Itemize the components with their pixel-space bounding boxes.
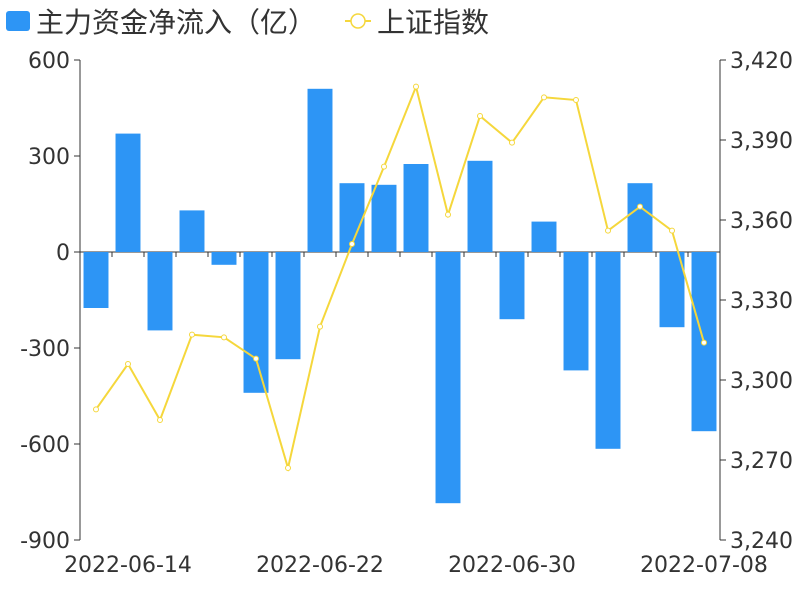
index-point bbox=[701, 339, 707, 346]
right-tick-label: 3,240 bbox=[730, 529, 793, 554]
left-tick-label: 600 bbox=[28, 49, 70, 74]
left-tick-label: 0 bbox=[56, 241, 70, 266]
x-tick-label: 2022-06-14 bbox=[64, 553, 192, 578]
bar bbox=[275, 252, 301, 360]
index-line bbox=[95, 83, 705, 472]
index-point bbox=[349, 241, 355, 247]
bar bbox=[627, 183, 653, 252]
index-point bbox=[541, 94, 547, 101]
bar bbox=[403, 164, 429, 252]
bar bbox=[499, 252, 525, 320]
index-point bbox=[669, 227, 675, 234]
index-point bbox=[125, 361, 131, 367]
left-tick-label: 300 bbox=[28, 145, 70, 170]
index-point bbox=[637, 203, 643, 210]
legend-marker-line bbox=[350, 13, 366, 29]
bar bbox=[115, 133, 141, 252]
index-point bbox=[285, 465, 291, 471]
bar bbox=[339, 183, 365, 252]
index-point bbox=[221, 334, 227, 341]
right-tick-label: 3,360 bbox=[730, 209, 793, 234]
x-tick-label: 2022-06-22 bbox=[256, 553, 384, 578]
bar bbox=[179, 210, 205, 252]
bar bbox=[563, 252, 589, 371]
index-point bbox=[317, 323, 323, 330]
left-tick-label: -900 bbox=[20, 529, 70, 554]
bar bbox=[83, 252, 109, 308]
index-point bbox=[157, 417, 163, 423]
index-point bbox=[477, 113, 483, 119]
right-tick-label: 3,390 bbox=[730, 129, 793, 154]
bar bbox=[371, 184, 397, 252]
right-tick-label: 3,270 bbox=[730, 449, 793, 474]
bar bbox=[467, 160, 493, 252]
index-point bbox=[253, 355, 259, 362]
legend-label-bar: 主力资金净流入（亿） bbox=[36, 6, 316, 39]
index-point bbox=[413, 83, 419, 90]
index-point bbox=[381, 163, 387, 170]
legend-label-line: 上证指数 bbox=[377, 6, 489, 39]
left-tick-label: -600 bbox=[20, 433, 70, 458]
bar bbox=[147, 252, 173, 331]
bar bbox=[211, 252, 237, 265]
index-point bbox=[509, 139, 515, 146]
index-point bbox=[605, 227, 611, 234]
right-tick-label: 3,420 bbox=[730, 49, 793, 74]
left-tick-label: -300 bbox=[20, 337, 70, 362]
bar bbox=[435, 252, 461, 504]
index-point bbox=[93, 406, 99, 413]
bar bbox=[307, 88, 333, 252]
index-point bbox=[189, 331, 195, 338]
index-point bbox=[445, 211, 451, 218]
x-tick-label: 2022-07-08 bbox=[640, 553, 768, 578]
bar bbox=[243, 252, 269, 393]
legend-swatch-bar bbox=[6, 11, 30, 31]
bar bbox=[659, 252, 685, 328]
right-tick-label: 3,330 bbox=[730, 289, 793, 314]
bar bbox=[531, 221, 557, 252]
x-tick-label: 2022-06-30 bbox=[448, 553, 576, 578]
bar bbox=[595, 252, 621, 449]
right-tick-label: 3,300 bbox=[730, 369, 793, 394]
index-point bbox=[573, 97, 579, 103]
